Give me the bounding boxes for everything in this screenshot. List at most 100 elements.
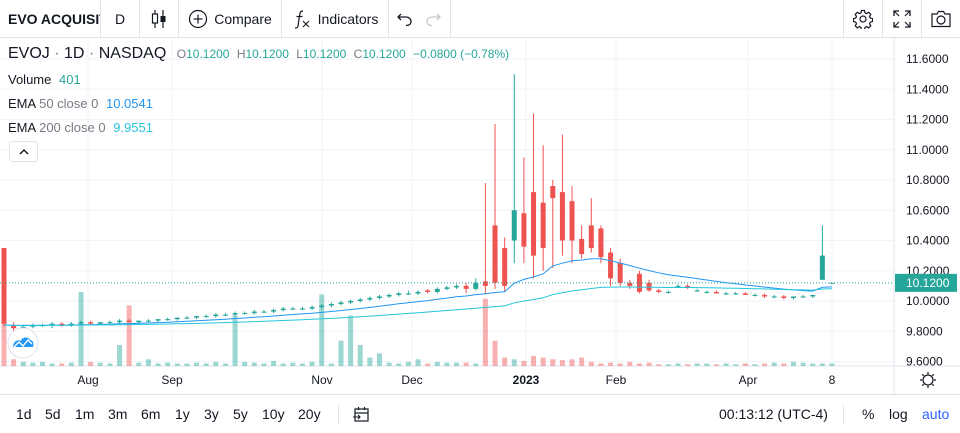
indicators-button[interactable]: Indicators <box>282 0 388 38</box>
volume-bar <box>376 353 382 366</box>
percent-scale-toggle[interactable]: % <box>862 406 875 422</box>
volume-bar <box>88 361 94 366</box>
range-20y[interactable]: 20y <box>298 406 321 422</box>
snapshot-button[interactable] <box>922 0 960 38</box>
volume-bar <box>299 363 305 366</box>
volume-bar <box>11 359 17 366</box>
volume-bar <box>540 357 546 366</box>
clock-readout[interactable]: 00:13:12 (UTC-4) <box>719 406 828 422</box>
candle-body <box>107 322 113 324</box>
range-10y[interactable]: 10y <box>262 406 285 422</box>
candle-body <box>184 317 190 319</box>
log-scale-toggle[interactable]: log <box>889 406 908 422</box>
volume-bar <box>174 363 180 366</box>
volume-bar <box>136 362 142 366</box>
candle-body <box>299 308 305 310</box>
candle-body <box>482 281 488 286</box>
settings-button[interactable] <box>844 0 882 38</box>
candle-body <box>78 322 84 324</box>
time-axis-tick-label: 8 <box>829 373 836 387</box>
compare-button[interactable]: Compare <box>179 0 281 38</box>
ema200-value: 9.9551 <box>113 120 153 135</box>
volume-bar <box>531 355 537 366</box>
fullscreen-icon <box>893 10 911 28</box>
volume-bar <box>367 357 373 366</box>
time-axis-tick-label: Dec <box>401 373 422 387</box>
range-3m[interactable]: 3m <box>108 406 128 422</box>
gear-icon <box>853 9 873 29</box>
indicators-label: Indicators <box>317 11 379 27</box>
volume-bar <box>49 363 55 366</box>
volume-bar <box>425 363 431 366</box>
range-5d[interactable]: 5d <box>45 406 61 422</box>
separator <box>178 0 179 38</box>
candle-body <box>213 314 219 317</box>
range-1y[interactable]: 1y <box>175 406 190 422</box>
price-axis-tick-label: 10.8000 <box>906 173 950 187</box>
interval-button[interactable]: D <box>101 0 139 38</box>
volume-bar <box>694 363 700 366</box>
volume-bar <box>20 361 26 366</box>
candle-body <box>800 296 806 298</box>
candle-body <box>59 323 65 326</box>
axis-settings-gear-icon[interactable] <box>920 372 936 388</box>
auto-scale-toggle[interactable]: auto <box>922 406 950 422</box>
candle-body <box>338 302 344 305</box>
volume-bar <box>463 362 469 366</box>
legend-ema50[interactable]: EMA 50 close 0 10.0541 <box>8 96 153 111</box>
undo-button[interactable] <box>392 0 418 38</box>
candle-body <box>155 319 161 321</box>
range-1m[interactable]: 1m <box>75 406 95 422</box>
bottom-toolbar: 1d 5d 1m 3m 6m 1y 3y 5y 10y 20y 00:13:12… <box>0 394 960 433</box>
range-6m[interactable]: 6m <box>141 406 161 422</box>
candle-body <box>367 297 373 300</box>
volume-label: Volume <box>8 72 52 87</box>
legend-collapse-button[interactable] <box>9 141 38 162</box>
volume-bar <box>511 359 517 366</box>
volume-bar <box>521 360 527 366</box>
volume-bar <box>309 361 315 366</box>
candle-body <box>136 320 142 323</box>
volume-bar <box>434 361 440 366</box>
tradingview-logo-icon[interactable] <box>7 327 39 359</box>
volume-bar <box>348 315 354 366</box>
redo-button[interactable] <box>420 0 446 38</box>
calendar-range-icon <box>352 407 372 427</box>
volume-bar <box>155 363 161 366</box>
legend-ema200[interactable]: EMA 200 close 0 9.9551 <box>8 120 153 135</box>
candle-body <box>165 319 171 321</box>
separator <box>281 0 282 38</box>
price-axis-tick-label: 10.4000 <box>906 234 950 248</box>
candle-body <box>376 296 382 298</box>
undo-icon <box>396 10 414 28</box>
candle-body <box>126 320 132 323</box>
price-axis-tick-label: 11.2000 <box>906 113 949 127</box>
volume-bar <box>203 363 209 366</box>
price-chart[interactable]: 11.6000 11.4000 11.2000 11.0000 10.8000 10.60… <box>0 38 960 394</box>
volume-bar <box>713 364 719 366</box>
symbol-search-button[interactable]: EVO ACQUISITION <box>0 0 100 38</box>
volume-bar <box>598 363 604 366</box>
time-axis-tick-label: Feb <box>606 373 627 387</box>
volume-bar <box>790 361 796 366</box>
plus-circle-icon <box>188 9 208 29</box>
date-range-button[interactable] <box>352 406 372 424</box>
chart-style-button[interactable] <box>140 0 178 38</box>
candle-body <box>810 294 816 297</box>
price-axis-tick-label: 10.6000 <box>906 203 950 217</box>
legend-high-value: 10.1200 <box>245 47 289 61</box>
time-axis-tick-label: Nov <box>311 373 332 387</box>
legend-volume[interactable]: Volume 401 <box>8 72 81 87</box>
legend-interval: 1D <box>64 45 85 62</box>
candle-body <box>723 293 729 295</box>
fullscreen-button[interactable] <box>883 0 921 38</box>
volume-bar <box>559 360 565 366</box>
camera-icon <box>930 10 952 28</box>
range-3y[interactable]: 3y <box>204 406 219 422</box>
candle-body <box>656 290 662 292</box>
volume-bar <box>733 364 739 366</box>
volume-bar <box>194 362 200 366</box>
range-1d[interactable]: 1d <box>16 406 32 422</box>
range-5y[interactable]: 5y <box>233 406 248 422</box>
